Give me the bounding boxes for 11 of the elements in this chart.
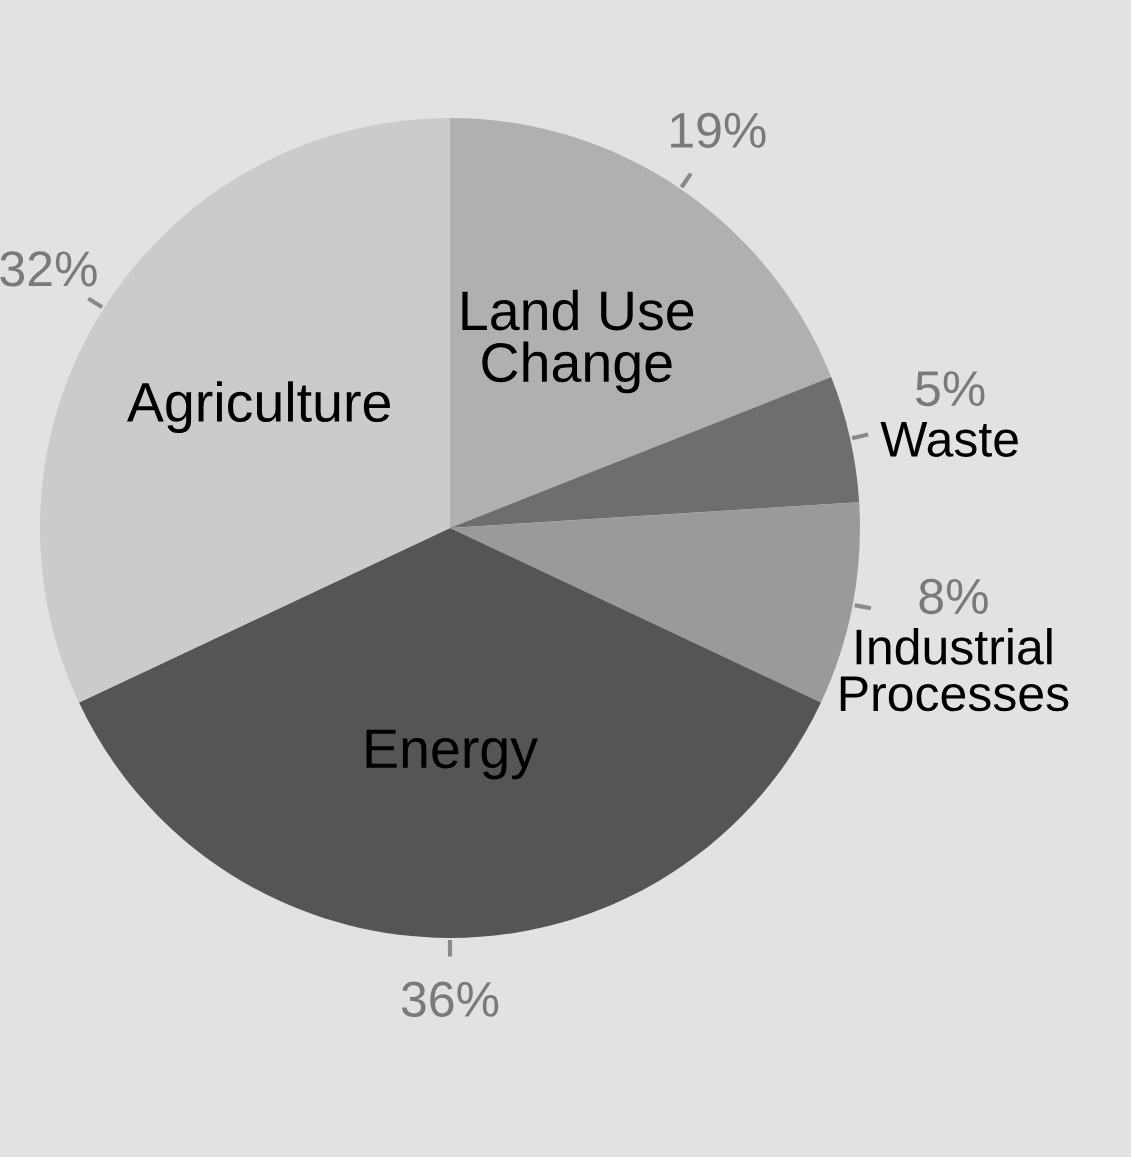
pie-slice xyxy=(79,528,821,938)
data-label: 5% xyxy=(916,371,985,407)
data-label: 19% xyxy=(671,112,766,149)
slice-label: Waste xyxy=(880,422,1018,457)
slice-label: Agriculture xyxy=(126,381,390,434)
slice-label: Industrial Processes xyxy=(840,628,1069,712)
data-label: 36% xyxy=(401,981,499,1018)
data-label: 32% xyxy=(0,251,97,287)
data-label: 8% xyxy=(919,578,988,615)
slice-label: Energy xyxy=(366,729,538,780)
slice-label: Land Use Change xyxy=(462,289,694,394)
